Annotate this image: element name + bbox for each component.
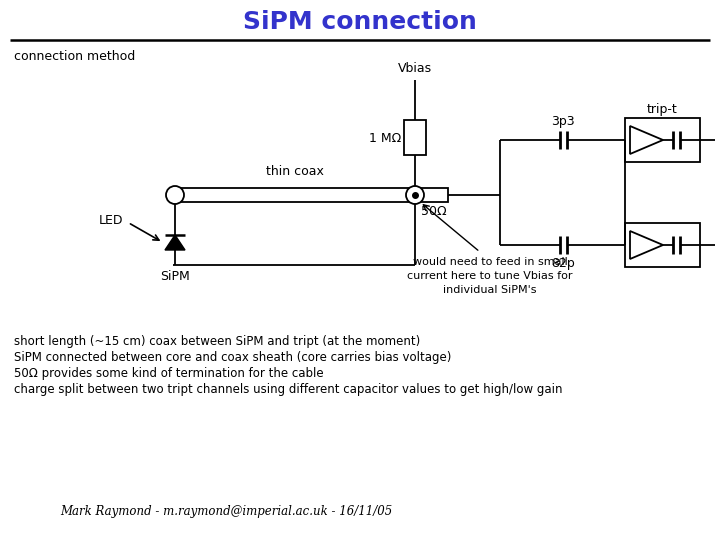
Text: 82p: 82p — [551, 257, 575, 270]
Text: 50Ω provides some kind of termination for the cable: 50Ω provides some kind of termination fo… — [14, 367, 323, 380]
Text: thin coax: thin coax — [266, 165, 324, 178]
Polygon shape — [630, 231, 663, 259]
Text: 50Ω: 50Ω — [421, 205, 447, 218]
Text: connection method: connection method — [14, 51, 135, 64]
Text: LED: LED — [99, 214, 123, 227]
Text: Vbias: Vbias — [398, 62, 432, 75]
Text: charge split between two tript channels using different capacitor values to get : charge split between two tript channels … — [14, 383, 562, 396]
Bar — [420, 188, 448, 202]
Text: would need to feed in small
current here to tune Vbias for
individual SiPM's: would need to feed in small current here… — [408, 257, 572, 295]
Text: SiPM connected between core and coax sheath (core carries bias voltage): SiPM connected between core and coax she… — [14, 351, 451, 364]
Text: short length (~15 cm) coax between SiPM and tript (at the moment): short length (~15 cm) coax between SiPM … — [14, 335, 420, 348]
Text: 3p3: 3p3 — [552, 115, 575, 128]
Bar — [625, 118, 700, 162]
Polygon shape — [165, 235, 185, 250]
Circle shape — [406, 186, 424, 204]
Text: SiPM: SiPM — [160, 270, 190, 283]
Polygon shape — [630, 126, 663, 154]
Bar — [404, 120, 426, 155]
Text: trip-t: trip-t — [647, 103, 678, 116]
Circle shape — [166, 186, 184, 204]
Text: SiPM connection: SiPM connection — [243, 10, 477, 34]
Text: 1 MΩ: 1 MΩ — [369, 132, 401, 145]
Text: Mark Raymond - m.raymond@imperial.ac.uk - 16/11/05: Mark Raymond - m.raymond@imperial.ac.uk … — [60, 505, 392, 518]
Bar — [625, 223, 700, 267]
